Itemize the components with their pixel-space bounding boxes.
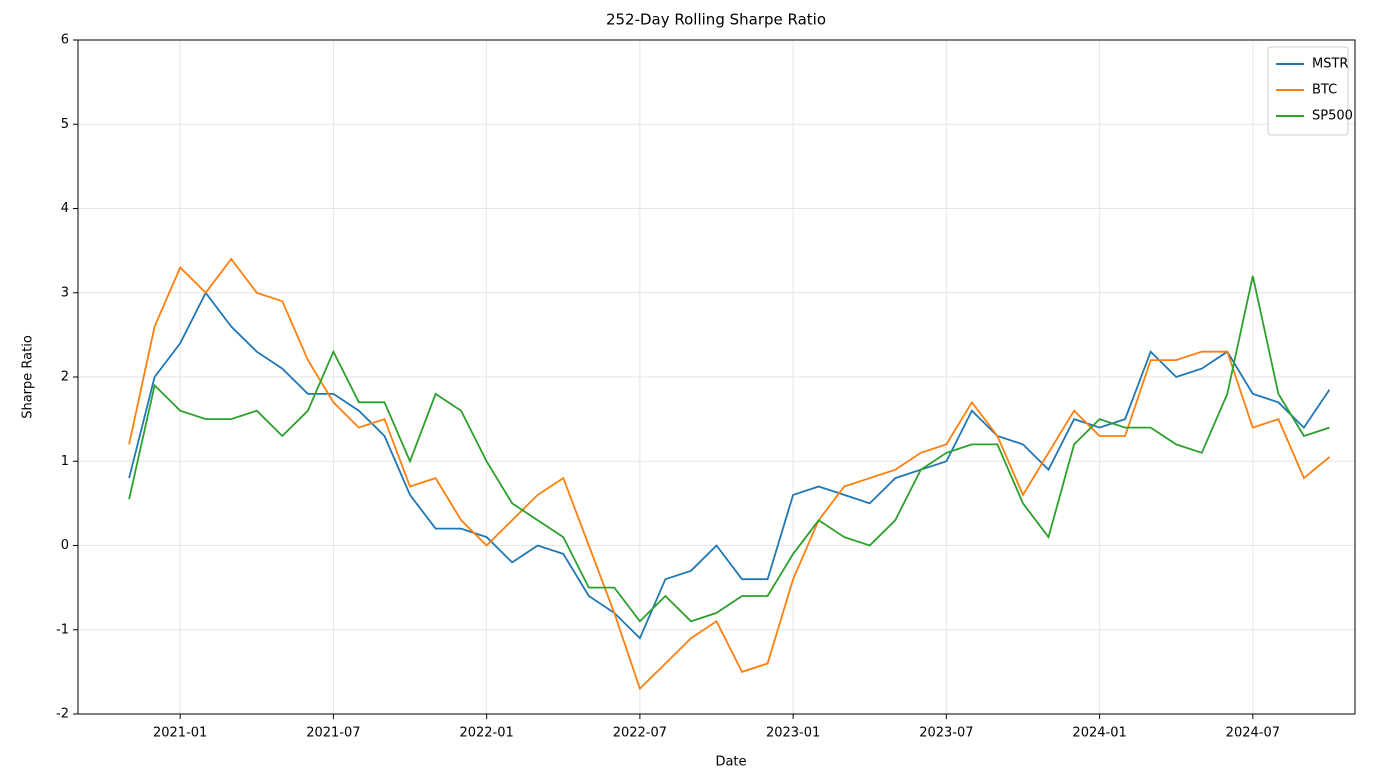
x-tick-label: 2021-01 [153, 726, 207, 741]
y-tick-label: 0 [61, 538, 69, 553]
legend-label: SP500 [1312, 109, 1353, 124]
series-line [128, 291, 1331, 640]
legend-box [1267, 46, 1349, 136]
x-tick-label: 2022-07 [613, 726, 667, 741]
x-tick-label: 2024-01 [1072, 726, 1126, 741]
x-tick-label: 2021-07 [306, 726, 360, 741]
y-tick-label: 1 [61, 454, 69, 469]
y-tick-label: 3 [61, 285, 69, 300]
y-tick-label: -1 [56, 622, 69, 637]
y-tick-label: 5 [61, 117, 69, 132]
chart-title: 252-Day Rolling Sharpe Ratio [606, 11, 826, 29]
y-tick-label: 4 [61, 201, 69, 216]
x-tick-label: 2024-07 [1226, 726, 1280, 741]
x-tick-label: 2022-01 [459, 726, 513, 741]
axes-frame [77, 39, 1356, 715]
x-tick-label: 2023-01 [766, 726, 820, 741]
x-axis-label: Date [715, 755, 746, 770]
y-axis-label: Sharpe Ratio [21, 335, 36, 419]
series-line [128, 275, 1330, 623]
y-tick-label: -2 [56, 707, 69, 722]
series-line [128, 257, 1331, 691]
y-tick-label: 6 [61, 33, 69, 48]
x-tick-label: 2023-07 [919, 726, 973, 741]
y-tick-label: 2 [61, 370, 69, 385]
legend-label: MSTR [1312, 57, 1348, 72]
legend-label: BTC [1312, 83, 1337, 98]
